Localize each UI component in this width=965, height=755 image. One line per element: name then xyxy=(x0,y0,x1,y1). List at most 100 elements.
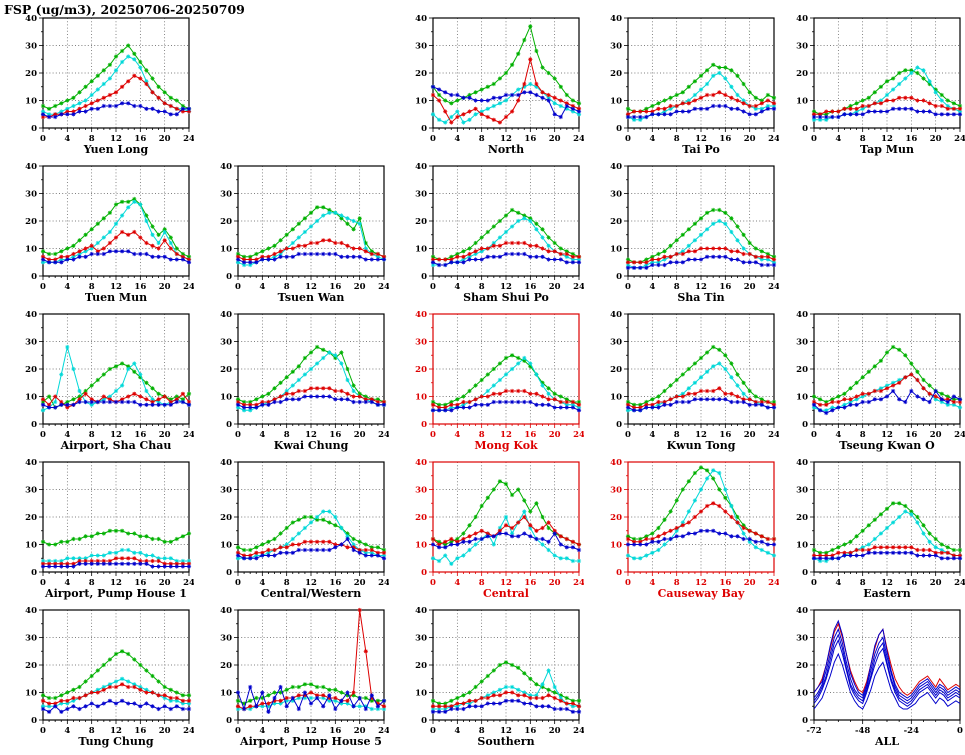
x-tick-label: 24 xyxy=(378,578,389,588)
x-tick-label: 12 xyxy=(500,430,512,440)
plot-frame xyxy=(237,609,385,721)
series-red-line xyxy=(432,516,580,546)
y-tick-label: 20 xyxy=(415,513,427,523)
y-tick-label: 20 xyxy=(415,365,427,375)
y-tick-label: 40 xyxy=(796,606,808,616)
series-green-markers xyxy=(40,43,192,111)
x-tick-label: 24 xyxy=(183,134,194,144)
y-tick-label: 0 xyxy=(421,272,427,282)
series-blue-markers xyxy=(235,251,387,265)
y-tick-label: 10 xyxy=(610,541,622,551)
y-tick-label: 10 xyxy=(25,689,37,699)
x-tick-label: 4 xyxy=(835,578,841,588)
y-tick-label: 10 xyxy=(796,689,808,699)
x-tick-label: 0 xyxy=(40,134,46,144)
series-red-markers xyxy=(235,607,387,712)
chart-svg-kwai-chung: 0 4 8 12 16 20 24 0 10 20 30 40 Kwai Chung xyxy=(220,310,390,452)
x-tick-label: 0 xyxy=(430,726,436,736)
x-tick-label: 4 xyxy=(454,578,460,588)
series-blue-markers xyxy=(235,536,387,561)
series-cyan xyxy=(40,199,192,265)
y-tick-label: 40 xyxy=(25,162,37,172)
y-tick-label: 30 xyxy=(220,338,232,348)
x-tick-label: 24 xyxy=(183,430,194,440)
series-red xyxy=(430,514,582,547)
chart-title: Causeway Bay xyxy=(658,587,745,600)
y-tick-label: 10 xyxy=(415,97,427,107)
plot-frame xyxy=(813,461,961,573)
x-tick-label: 0 xyxy=(40,430,46,440)
x-tick-label: 0 xyxy=(430,282,436,292)
x-tick-label: 16 xyxy=(905,578,917,588)
chart-title: Kwun Tong xyxy=(667,439,736,452)
series-blue xyxy=(625,397,777,413)
x-tick-label: 20 xyxy=(549,430,561,440)
x-tick-label: 24 xyxy=(954,134,965,144)
series-blue xyxy=(430,84,582,120)
series-green xyxy=(40,649,192,701)
x-tick-label: 16 xyxy=(329,282,341,292)
x-tick-label: 8 xyxy=(479,578,485,588)
y-tick-label: 40 xyxy=(220,162,232,172)
x-tick-label: -72 xyxy=(806,726,821,736)
x-tick-label: 12 xyxy=(881,134,893,144)
chart-svg-sha-tin: 0 4 8 12 16 20 24 0 10 20 30 40 Sha Tin xyxy=(610,162,780,304)
chart-svg-yuen-long: 0 4 8 12 16 20 24 0 10 20 30 40 Yuen Long xyxy=(25,14,195,156)
y-tick-label: 10 xyxy=(610,393,622,403)
x-tick-label: 16 xyxy=(329,578,341,588)
x-tick-label: 4 xyxy=(64,134,70,144)
y-tick-label: 20 xyxy=(415,69,427,79)
x-tick-label: 12 xyxy=(881,430,893,440)
series-blue-2-line xyxy=(813,638,961,707)
chart-svg-central: 0 4 8 12 16 20 24 0 10 20 30 40 Central xyxy=(415,458,585,600)
x-tick-label: 12 xyxy=(881,578,893,588)
plot-frame xyxy=(813,313,961,425)
x-tick-label: 4 xyxy=(259,578,265,588)
y-tick-label: 40 xyxy=(25,458,37,468)
y-tick-label: 20 xyxy=(220,513,232,523)
chart-title: Airport, Sha Chau xyxy=(60,439,172,452)
series-red-max xyxy=(813,622,961,696)
series-blue-1-line xyxy=(813,627,961,702)
chart-title: Mong Kok xyxy=(474,439,538,452)
series-cyan xyxy=(40,547,192,564)
series-red-line xyxy=(432,390,580,408)
y-tick-label: 30 xyxy=(25,486,37,496)
chart-airport-pump-house-1: 0 4 8 12 16 20 24 0 10 20 30 40 Airport, Pump House … xyxy=(16,458,195,606)
x-tick-label: 4 xyxy=(64,430,70,440)
y-tick-label: 30 xyxy=(610,190,622,200)
series-blue xyxy=(625,103,777,120)
series-red-markers xyxy=(625,246,777,265)
series-blue-3 xyxy=(813,619,961,699)
series-blue-markers xyxy=(40,101,192,120)
x-tick-label: 0 xyxy=(625,578,631,588)
chart-svg-tuen-mun: 0 4 8 12 16 20 24 0 10 20 30 40 Tuen Mun xyxy=(25,162,195,304)
y-tick-label: 0 xyxy=(421,716,427,726)
series-cyan xyxy=(430,509,582,566)
x-tick-label: 4 xyxy=(259,726,265,736)
x-tick-label: 8 xyxy=(89,282,95,292)
y-tick-label: 20 xyxy=(610,69,622,79)
x-tick-label: 12 xyxy=(500,134,512,144)
plot-frame xyxy=(432,609,580,721)
x-tick-label: 4 xyxy=(454,282,460,292)
y-tick-label: 20 xyxy=(796,69,808,79)
series-blue xyxy=(235,251,387,265)
series-blue xyxy=(625,254,777,270)
chart-title: Southern xyxy=(477,735,534,748)
series-cyan-markers xyxy=(625,468,777,561)
plot-frame xyxy=(42,313,190,425)
x-tick-label: 20 xyxy=(549,282,561,292)
plot-frame xyxy=(42,461,190,573)
chart-title: Yuen Long xyxy=(83,143,149,156)
chart-title: North xyxy=(488,143,524,156)
series-red-markers xyxy=(625,90,777,117)
x-tick-label: 12 xyxy=(110,430,122,440)
chart-central: 0 4 8 12 16 20 24 0 10 20 30 40 Central xyxy=(406,458,585,606)
y-tick-label: 0 xyxy=(31,568,37,578)
y-tick-label: 30 xyxy=(796,42,808,52)
y-tick-label: 20 xyxy=(415,661,427,671)
series-red xyxy=(40,556,192,566)
chart-svg-tung-chung: 0 4 8 12 16 20 24 0 10 20 30 40 Tung Chung xyxy=(25,606,195,748)
chart-title: Sha Tin xyxy=(677,291,724,304)
